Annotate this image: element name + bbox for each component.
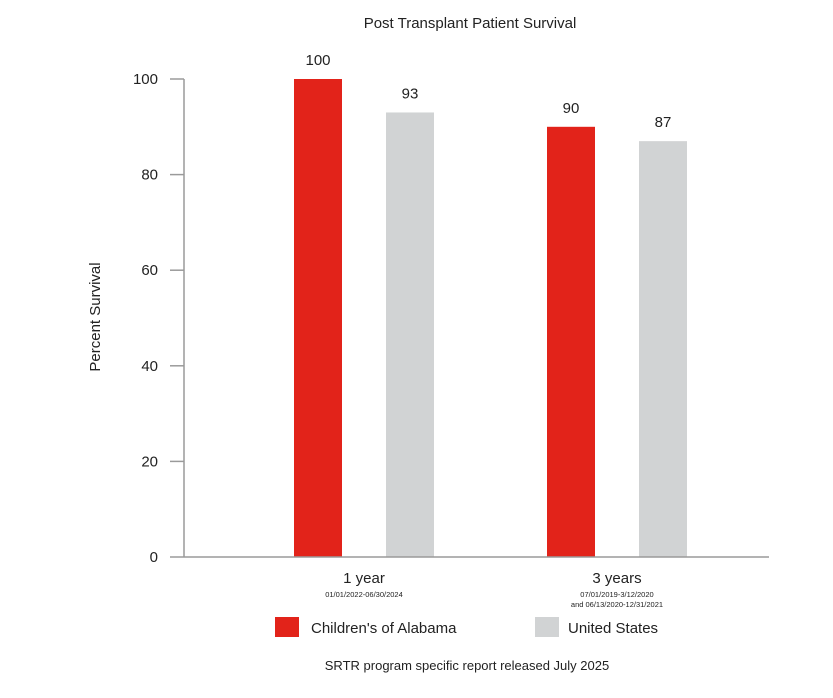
legend-label-childrens: Children's of Alabama (311, 620, 457, 637)
bar-childrens-1 (294, 79, 342, 557)
x-category-sublabel: 07/01/2019-3/12/2020 (580, 590, 653, 599)
bar-childrens-2 (547, 126, 595, 558)
y-tick-label: 80 (141, 167, 158, 184)
x-category-label: 1 year (343, 570, 385, 587)
bars (294, 79, 687, 558)
bar-data-label: 100 (305, 52, 330, 69)
y-axis-ticks: 0 20 40 60 80 100 (133, 71, 184, 566)
y-tick-label: 60 (141, 262, 158, 279)
legend: Children's of Alabama United States (275, 617, 658, 637)
bar-united-states-2 (639, 141, 687, 557)
legend-swatch-childrens (275, 617, 299, 637)
y-tick-label: 20 (141, 453, 158, 470)
bar-data-label: 90 (563, 100, 580, 117)
y-tick-label: 0 (150, 549, 158, 566)
legend-swatch-united-states (535, 617, 559, 637)
bar-data-label: 87 (655, 114, 672, 131)
legend-label-united-states: United States (568, 620, 658, 637)
x-category-sublabel: 01/01/2022-06/30/2024 (325, 590, 403, 599)
bar-data-labels: 100 93 90 87 (305, 52, 671, 131)
bar-united-states-1 (386, 112, 434, 558)
x-category-sublabel: and 06/13/2020-12/31/2021 (571, 600, 663, 609)
y-tick-label: 100 (133, 71, 158, 88)
footnote: SRTR program specific report released Ju… (325, 658, 609, 673)
x-category-label: 3 years (592, 570, 641, 587)
x-axis-category-labels: 1 year 01/01/2022-06/30/2024 3 years 07/01/… (325, 570, 663, 609)
chart-title: Post Transplant Patient Survival (364, 15, 577, 32)
bar-data-label: 93 (402, 85, 419, 102)
y-axis-label: Percent Survival (87, 262, 104, 371)
y-tick-label: 40 (141, 358, 158, 375)
